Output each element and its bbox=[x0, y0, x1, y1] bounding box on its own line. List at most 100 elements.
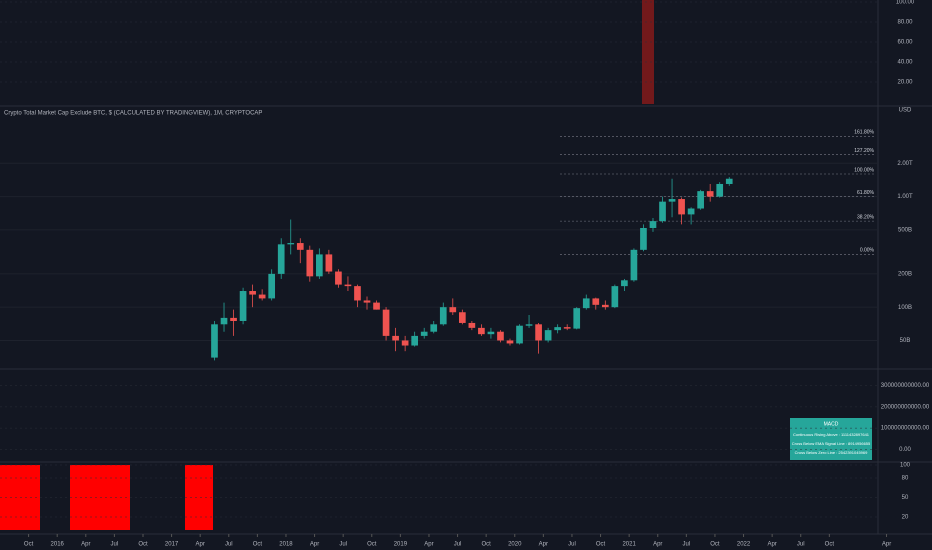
y-tick-label: 1.00T bbox=[897, 194, 913, 200]
x-tick-label: 2018 bbox=[279, 542, 293, 548]
candle-body bbox=[382, 309, 390, 336]
candle-body bbox=[335, 271, 342, 285]
candle-body bbox=[277, 244, 285, 274]
candle-body bbox=[659, 201, 666, 222]
x-tick-label: Jul bbox=[454, 542, 462, 548]
candle-body bbox=[725, 178, 733, 184]
candle-body bbox=[630, 249, 638, 281]
x-tick-label: Jul bbox=[225, 542, 233, 548]
chart-title: Crypto Total Market Cap Exclude BTC, $ (… bbox=[4, 111, 262, 117]
candle-body bbox=[649, 221, 657, 228]
y-tick-label: 20 bbox=[902, 515, 909, 521]
x-tick-label: Apr bbox=[310, 542, 319, 548]
candle-body bbox=[697, 191, 704, 209]
y-tick-label: 80 bbox=[902, 476, 909, 482]
y-tick-label: 200000000000.00 bbox=[881, 404, 930, 410]
y-tick-label: 50B bbox=[900, 338, 911, 344]
candle-body bbox=[392, 335, 399, 341]
candle-body bbox=[563, 327, 571, 329]
x-tick-label: Apr bbox=[424, 542, 433, 548]
candle-body bbox=[344, 284, 352, 287]
x-tick-label: Oct bbox=[138, 542, 148, 548]
candle-body bbox=[621, 280, 628, 287]
highlight bbox=[185, 465, 213, 530]
x-tick-label: Oct bbox=[596, 542, 606, 548]
candle-body bbox=[420, 331, 428, 336]
x-tick-label: Jul bbox=[111, 542, 119, 548]
fib-label: 0.00% bbox=[860, 248, 875, 254]
x-tick-label: 2016 bbox=[51, 542, 65, 548]
candle-body bbox=[325, 254, 333, 272]
candle-body bbox=[640, 227, 647, 250]
candle-body bbox=[487, 331, 495, 335]
y-tick-label: 100 bbox=[900, 463, 911, 469]
candle-body bbox=[554, 327, 561, 331]
candle-body bbox=[458, 312, 466, 323]
candle-body bbox=[411, 335, 419, 346]
x-tick-label: 2020 bbox=[508, 542, 522, 548]
x-tick-label: Oct bbox=[825, 542, 835, 548]
macd-info-line: Cross Below Zero Line : 2542391045969 bbox=[795, 450, 868, 455]
candle-body bbox=[468, 322, 476, 328]
y-tick-label: 500B bbox=[898, 227, 912, 233]
y-tick-label: 100B bbox=[898, 305, 912, 311]
candle-body bbox=[306, 249, 314, 277]
fib-label: 38.20% bbox=[857, 214, 875, 220]
x-tick-label: Jul bbox=[683, 542, 691, 548]
candle-body bbox=[687, 208, 695, 215]
candle-body bbox=[354, 286, 361, 301]
fib-label: 161.80% bbox=[854, 130, 874, 136]
x-tick-label: 2019 bbox=[394, 542, 408, 548]
y-tick-label: 2.00T bbox=[897, 161, 913, 167]
x-tick-label: 2017 bbox=[165, 542, 179, 548]
candle-body bbox=[363, 300, 371, 303]
candle-body bbox=[506, 340, 514, 344]
y-tick-label: 50 bbox=[902, 495, 909, 501]
candle-body bbox=[544, 330, 552, 341]
candle-body bbox=[716, 183, 724, 197]
x-tick-label: Apr bbox=[882, 542, 891, 548]
candle-body bbox=[582, 298, 590, 309]
macd-info-box bbox=[790, 418, 872, 460]
candle-body bbox=[601, 304, 609, 308]
y-tick-label: 20.00 bbox=[897, 80, 913, 86]
macd-info-title: MACD bbox=[824, 421, 839, 427]
candle-body bbox=[592, 298, 600, 305]
x-tick-label: Apr bbox=[196, 542, 205, 548]
y-tick-label: 100000000000.00 bbox=[881, 426, 930, 432]
x-tick-label: Oct bbox=[253, 542, 263, 548]
x-tick-label: 2022 bbox=[737, 542, 751, 548]
x-tick-label: 2021 bbox=[622, 542, 636, 548]
candle-body bbox=[535, 324, 542, 341]
macd-info-line: Continuous Rising Above : 1111432897641 bbox=[793, 432, 870, 437]
candle-body bbox=[316, 254, 323, 277]
candle-body bbox=[230, 317, 237, 321]
candle-body bbox=[239, 291, 247, 321]
candle-body bbox=[401, 340, 409, 346]
fib-label: 61.80% bbox=[857, 190, 875, 196]
y-tick-label: 80.00 bbox=[897, 20, 913, 26]
y-tick-label: 60.00 bbox=[897, 40, 913, 46]
x-tick-label: Jul bbox=[339, 542, 347, 548]
x-tick-label: Oct bbox=[24, 542, 34, 548]
candle-body bbox=[449, 307, 457, 313]
candle-body bbox=[497, 331, 504, 341]
candle-body bbox=[611, 286, 619, 308]
y-tick-label: 200B bbox=[898, 271, 912, 277]
y-tick-label: 100.00 bbox=[896, 0, 915, 6]
y-tick-label: 0.00 bbox=[899, 447, 911, 453]
candle-body bbox=[678, 199, 685, 215]
x-tick-label: Oct bbox=[481, 542, 491, 548]
candle-body bbox=[516, 325, 523, 344]
candle-body bbox=[258, 294, 266, 299]
candle-body bbox=[478, 327, 485, 335]
candle-body bbox=[706, 191, 714, 197]
x-tick-label: Apr bbox=[539, 542, 548, 548]
candle-body bbox=[439, 307, 447, 325]
x-tick-label: Jul bbox=[568, 542, 576, 548]
x-tick-label: Apr bbox=[653, 542, 662, 548]
candle-body bbox=[430, 324, 438, 332]
candle-body bbox=[220, 317, 228, 325]
candle-body bbox=[296, 243, 304, 250]
